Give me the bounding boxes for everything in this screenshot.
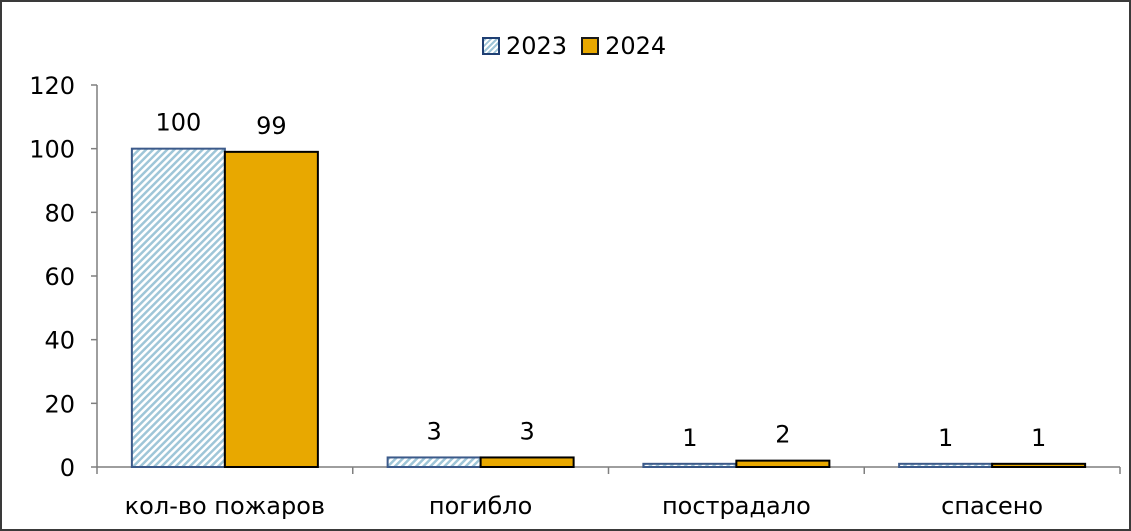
bar-2023-3 [898, 462, 994, 469]
y-tick-label: 60 [44, 263, 75, 291]
data-label-2023-2: 1 [682, 424, 697, 452]
y-tick-label: 0 [60, 454, 75, 482]
x-category-label: погибло [429, 492, 532, 520]
data-label-2023-0: 100 [155, 109, 201, 137]
legend-label-2023: 2023 [506, 32, 568, 60]
bar-2023-0 [130, 147, 226, 469]
x-category-label: кол-во пожаров [125, 492, 325, 520]
legend: 2023 2024 [482, 32, 666, 60]
bar-2024-2 [735, 459, 831, 468]
legend-label-2024: 2024 [605, 32, 667, 60]
bar-2024-3 [991, 462, 1087, 469]
data-label-2023-1: 3 [426, 417, 441, 445]
legend-swatch-2024 [581, 37, 600, 55]
y-tick-label: 120 [29, 72, 75, 100]
legend-swatch-2023 [482, 37, 500, 55]
legend-item-2024: 2024 [581, 32, 666, 60]
data-label-2023-3: 1 [938, 424, 953, 452]
y-tick-label: 20 [44, 390, 75, 418]
data-label-2024-3: 1 [1031, 424, 1046, 452]
y-tick-label: 100 [29, 136, 75, 164]
data-label-2024-1: 3 [519, 417, 534, 445]
bar-2023-1 [386, 456, 482, 469]
bar-2023-2 [642, 462, 738, 469]
y-tick-label: 80 [44, 199, 75, 227]
y-tick-label: 40 [44, 327, 75, 355]
data-label-2024-2: 2 [775, 421, 790, 449]
legend-item-2023: 2023 [482, 32, 567, 60]
bar-2024-1 [479, 456, 575, 469]
data-label-2024-0: 99 [256, 112, 287, 140]
x-category-label: спасено [941, 492, 1043, 520]
x-category-label: пострадало [662, 492, 811, 520]
bar-2024-0 [223, 150, 319, 468]
